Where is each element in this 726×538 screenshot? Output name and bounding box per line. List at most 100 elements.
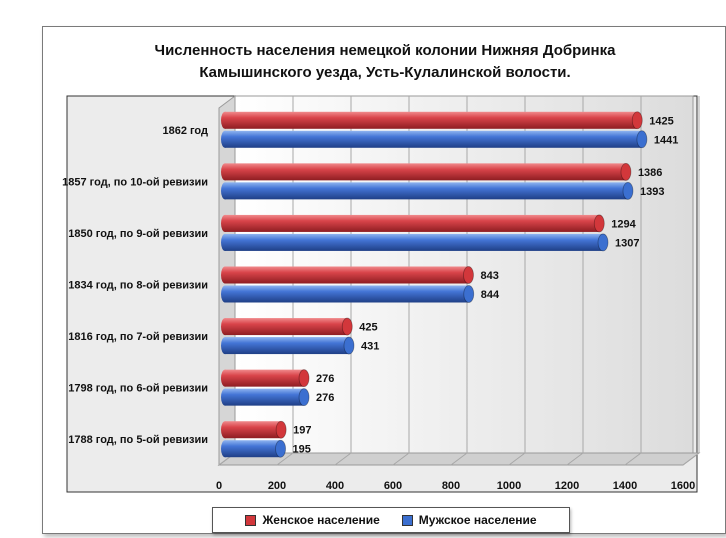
legend-item-male: Мужское население	[401, 513, 537, 527]
bar-end-cap	[298, 369, 310, 388]
bar-male	[221, 439, 286, 458]
bar-body	[225, 318, 348, 336]
bar-end-cap	[275, 420, 287, 439]
gridline-floor	[276, 452, 294, 466]
bar-base-cap	[221, 421, 229, 439]
bar-end-cap	[620, 162, 632, 181]
data-label: 1386	[638, 167, 662, 179]
bar-end-cap	[631, 111, 643, 130]
data-label: 1425	[649, 115, 673, 127]
bar-base-cap	[221, 233, 229, 251]
x-tick-label: 400	[326, 480, 344, 492]
y-category-label: 1834 год, по 8-ой ревизии	[68, 280, 208, 292]
bar-body	[225, 111, 638, 129]
bar-female	[221, 266, 474, 284]
data-label: 1307	[615, 237, 639, 249]
chart-title-line-1: Численность населения немецкой колонии Н…	[154, 42, 616, 59]
bar-body	[225, 182, 628, 200]
bar-base-cap	[221, 163, 229, 181]
bar-female	[221, 214, 605, 233]
chart-title: Численность населения немецкой колонии Н…	[60, 40, 710, 84]
bar-male	[221, 130, 648, 149]
bar-male	[221, 285, 475, 303]
legend-item-female: Женское население	[245, 513, 380, 527]
gridline-floor	[392, 452, 410, 466]
legend-label-male: Мужское население	[418, 513, 537, 527]
bar-body	[225, 440, 281, 458]
bar-female	[221, 317, 353, 336]
bar-body	[225, 233, 604, 251]
bar-female	[221, 420, 287, 439]
data-label: 195	[293, 444, 311, 456]
bar-base-cap	[221, 318, 229, 336]
x-tick-label: 1200	[555, 480, 579, 492]
gridline-floor	[566, 452, 584, 466]
bar-end-cap	[298, 388, 310, 407]
bar-female	[221, 162, 632, 181]
bar-base-cap	[221, 337, 229, 355]
bar-base-cap	[221, 285, 229, 303]
bar-male	[221, 388, 310, 407]
bar-base-cap	[221, 182, 229, 200]
data-label: 425	[359, 322, 377, 334]
bar-male	[221, 181, 634, 200]
bar-male	[221, 336, 355, 355]
bar-end-cap	[622, 181, 634, 200]
bar-base-cap	[221, 130, 229, 148]
chart-title-line-2: Камышинского уезда, Усть-Кулалинской вол…	[199, 64, 571, 81]
bar-base-cap	[221, 369, 229, 387]
x-tick-label: 200	[268, 480, 286, 492]
gridline-floor	[450, 452, 468, 466]
legend: Женское население Мужское население	[212, 507, 570, 533]
bar-end-cap	[636, 130, 648, 149]
gridline-floor	[508, 452, 526, 466]
bar-base-cap	[221, 214, 229, 232]
y-category-label: 1857 год, по 10-ой ревизии	[62, 176, 208, 188]
bar-body	[225, 214, 600, 232]
bar-body	[225, 163, 626, 181]
data-label: 431	[361, 341, 379, 353]
bar-end-cap	[463, 285, 475, 303]
legend-label-female: Женское население	[262, 513, 380, 527]
data-label: 197	[293, 425, 311, 437]
data-label: 1441	[654, 134, 678, 146]
y-category-label: 1816 год, по 7-ой ревизии	[68, 331, 208, 343]
bar-female	[221, 111, 643, 130]
bar-end-cap	[275, 439, 286, 458]
bar-base-cap	[221, 440, 229, 458]
bar-end-cap	[341, 317, 353, 336]
data-label: 276	[316, 373, 334, 385]
data-label: 843	[480, 270, 498, 282]
bar-base-cap	[221, 111, 229, 129]
y-category-label: 1862 год	[162, 125, 208, 137]
data-label: 1294	[611, 218, 636, 230]
x-tick-label: 800	[442, 480, 460, 492]
x-tick-label: 1600	[671, 480, 695, 492]
legend-swatch-male	[401, 514, 413, 526]
y-category-label: 1788 год, по 5-ой ревизии	[68, 434, 208, 446]
bar-body	[225, 337, 349, 355]
x-tick-label: 1000	[497, 480, 521, 492]
x-tick-label: 0	[216, 480, 222, 492]
gridline-floor	[682, 452, 700, 466]
bar-female	[221, 369, 310, 388]
bar-end-cap	[463, 266, 474, 284]
bar-body	[225, 388, 305, 406]
data-label: 276	[316, 392, 334, 404]
bar-end-cap	[597, 233, 609, 252]
bar-male	[221, 233, 609, 252]
bar-body	[225, 130, 642, 148]
bar-body	[225, 266, 469, 284]
y-category-label: 1798 год, по 6-ой ревизии	[68, 383, 208, 395]
legend-swatch-female	[245, 514, 257, 526]
bar-body	[225, 369, 305, 387]
bar-body	[225, 285, 469, 303]
bar-body	[225, 421, 282, 439]
bar-end-cap	[593, 214, 605, 233]
data-label: 1393	[640, 186, 664, 198]
gridline-floor	[624, 452, 642, 466]
gridline-floor	[334, 452, 352, 466]
x-tick-label: 600	[384, 480, 402, 492]
